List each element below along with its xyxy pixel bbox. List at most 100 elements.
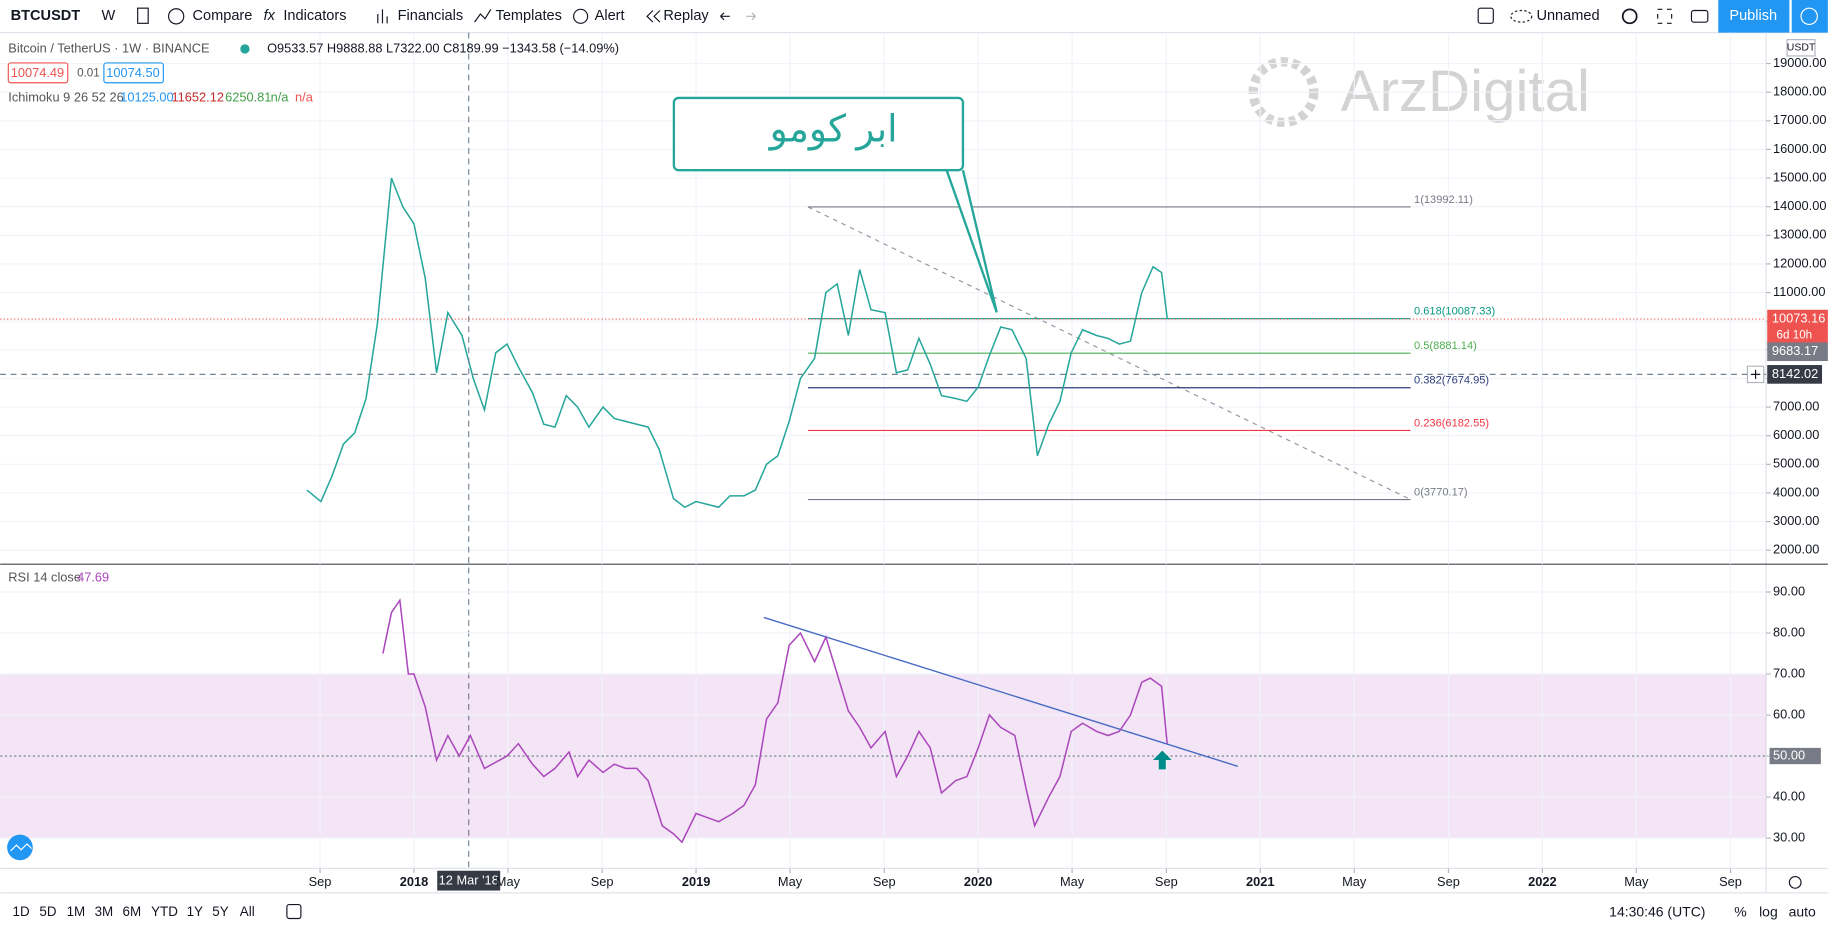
publish[interactable]: Publish <box>1729 8 1777 24</box>
date-range-icon[interactable] <box>286 903 302 920</box>
replay-icon[interactable] <box>646 10 661 23</box>
y-tick-label: 80.00 <box>1773 624 1805 639</box>
range-button[interactable]: 3M <box>95 904 114 919</box>
object-tree[interactable] <box>7 834 33 861</box>
y-tick-label: 14000.00 <box>1773 198 1826 213</box>
toolbar <box>0 0 1828 33</box>
templates-icon[interactable] <box>474 9 492 23</box>
currency-box <box>1786 39 1816 57</box>
y-tick-label: 2000.00 <box>1773 542 1819 557</box>
x-tick-label: May <box>1342 874 1367 889</box>
financials-icon[interactable] <box>377 9 388 24</box>
percent-toggle[interactable]: % <box>1734 903 1746 919</box>
bid[interactable]: 10074.49 <box>11 65 64 80</box>
x-tick-label: 2018 <box>400 874 429 889</box>
ichimoku-value: n/a <box>295 89 314 104</box>
spread: 0.01 <box>77 67 100 80</box>
y-tick-label: 50.00 <box>1773 747 1805 762</box>
crosshair-x-box <box>437 870 501 891</box>
y-tick-label: 4000.00 <box>1773 484 1819 499</box>
fib-label: 0(3770.17) <box>1414 486 1468 498</box>
crosshair-x-label: 12 Mar '18 <box>439 873 499 888</box>
play-button[interactable] <box>1791 0 1828 33</box>
compare[interactable]: Compare <box>192 8 252 24</box>
y-tick-label: 90.00 <box>1773 583 1805 598</box>
range-button[interactable]: 1M <box>67 904 86 919</box>
fullscreen[interactable] <box>1657 8 1673 24</box>
x-tick-label: Sep <box>309 874 332 889</box>
ask-box[interactable] <box>103 62 164 84</box>
indicators-icon[interactable]: fx <box>264 8 276 24</box>
redo[interactable] <box>746 12 756 21</box>
bid-box[interactable] <box>7 62 69 84</box>
ichimoku-value: 10125.00 <box>120 89 173 104</box>
templates[interactable]: Templates <box>496 8 562 24</box>
x-tick-label: May <box>778 874 803 889</box>
range-button[interactable]: 5D <box>39 904 56 919</box>
interval[interactable]: W <box>102 8 116 24</box>
x-tick-label: Sep <box>1437 874 1460 889</box>
x-tick-label: Sep <box>1719 874 1742 889</box>
crosshair-y-box <box>1767 365 1823 384</box>
x-tick-label: 2022 <box>1528 874 1557 889</box>
y-tick-label: 17000.00 <box>1773 112 1826 127</box>
range-button[interactable]: YTD <box>151 904 178 919</box>
cloud-icon[interactable] <box>1510 9 1533 23</box>
fib-label: 1(13992.11) <box>1414 194 1473 206</box>
y-tick-label: 18000.00 <box>1773 84 1826 99</box>
x-tick-label: May <box>1060 874 1085 889</box>
alert-icon[interactable] <box>573 8 589 24</box>
publish-button[interactable] <box>1718 0 1790 33</box>
range-button[interactable]: All <box>240 904 255 919</box>
ichimoku-value: n/a <box>271 89 290 104</box>
y-tick-label: 3000.00 <box>1773 513 1819 528</box>
x-tick-label: 2019 <box>682 874 711 889</box>
range-button[interactable]: 1Y <box>187 904 203 919</box>
rsi-value: 47.69 <box>77 570 109 585</box>
y-tick-label: 13000.00 <box>1773 227 1826 242</box>
ichimoku-value: 11652.12 <box>171 89 224 104</box>
y-tick-label: 30.00 <box>1773 829 1805 844</box>
log-toggle[interactable]: log <box>1759 903 1778 919</box>
callout-pointer <box>945 169 998 313</box>
compare-icon[interactable] <box>167 8 185 25</box>
fib-label: 0.5(8881.14) <box>1414 340 1477 352</box>
currency: USDT <box>1787 43 1816 54</box>
x-tick-label: 2021 <box>1246 874 1275 889</box>
settings[interactable] <box>1621 8 1638 25</box>
play-icon[interactable] <box>1800 7 1818 26</box>
pair: Bitcoin / TetherUS · 1W · BINANCE <box>8 40 209 55</box>
undo[interactable] <box>720 12 730 21</box>
ask[interactable]: 10074.50 <box>106 65 159 80</box>
fib-label: 0.236(6182.55) <box>1414 417 1489 429</box>
layout-name[interactable]: Unnamed <box>1536 8 1599 24</box>
x-tick-label: May <box>496 874 521 889</box>
checkbox[interactable] <box>1477 7 1494 24</box>
fib-label: 0.618(10087.33) <box>1414 306 1495 318</box>
symbol[interactable]: BTCUSDT <box>11 8 81 24</box>
y-tick-label: 19000.00 <box>1773 55 1826 70</box>
axis-settings[interactable] <box>1788 875 1802 889</box>
object-tree-icon[interactable] <box>10 843 33 852</box>
range-button[interactable]: 1D <box>13 904 30 919</box>
range-button[interactable]: 5Y <box>212 904 228 919</box>
ohlc: O9533.57 H9888.88 L7322.00 C8189.99 −134… <box>267 40 619 55</box>
watermark: ArzDigital <box>1248 57 1590 128</box>
chart-type-icon[interactable] <box>137 7 149 24</box>
alert[interactable]: Alert <box>595 8 625 24</box>
auto-toggle[interactable]: auto <box>1789 903 1816 919</box>
range-button[interactable]: 6M <box>123 904 142 919</box>
replay[interactable]: Replay <box>663 8 709 24</box>
kijun-label: 9683.17 <box>1772 343 1818 358</box>
y-tick-label: 12000.00 <box>1773 255 1826 270</box>
x-tick-label: Sep <box>873 874 896 889</box>
financials[interactable]: Financials <box>398 8 464 24</box>
snapshot[interactable] <box>1690 9 1709 23</box>
y-tick-label: 60.00 <box>1773 706 1805 721</box>
crosshair-add-icon <box>1750 369 1761 380</box>
x-tick-label: 2020 <box>964 874 993 889</box>
indicators[interactable]: Indicators <box>283 8 346 24</box>
watermark-text: ArzDigital <box>1341 59 1590 124</box>
rsi-label: RSI 14 close <box>8 570 81 585</box>
